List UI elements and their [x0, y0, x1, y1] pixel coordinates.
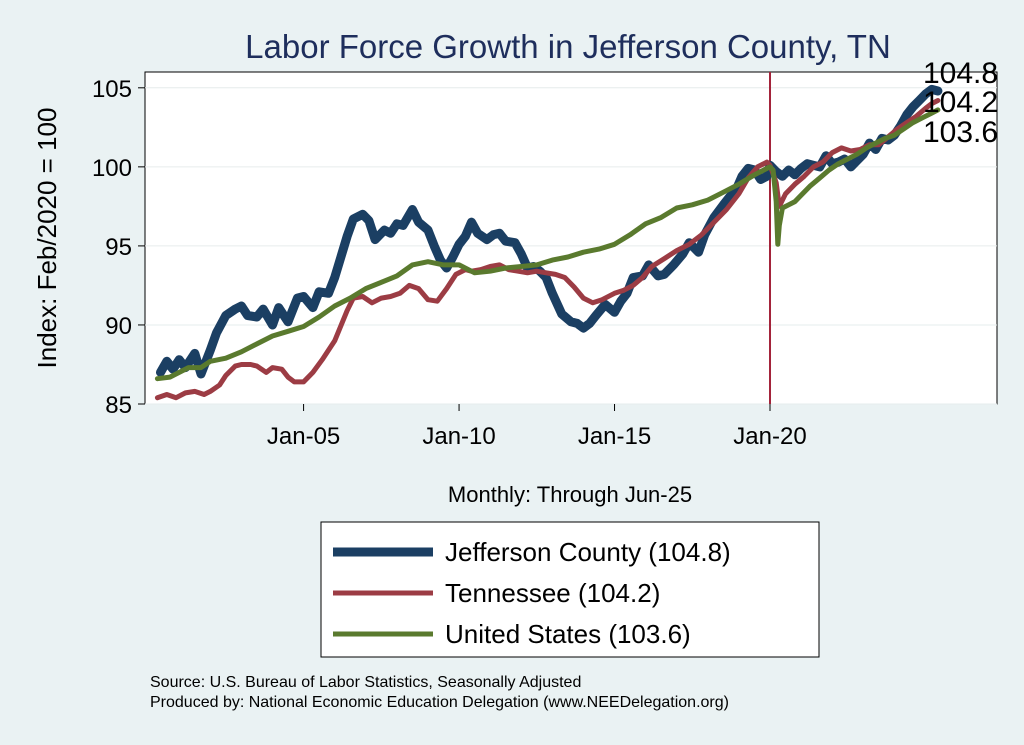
- series-line-tennessee: [154, 98, 941, 401]
- y-tick-label: 105: [92, 76, 132, 103]
- end-label-jefferson-county: 104.8: [923, 57, 998, 90]
- end-label-tennessee: 104.2: [923, 86, 998, 119]
- x-tick-label: Jan-20: [733, 423, 806, 450]
- plot-area: [144, 71, 998, 405]
- legend-label: United States (103.6): [445, 619, 691, 649]
- y-axis: 85 90 95 100 105: [92, 76, 145, 419]
- series-group: [154, 84, 943, 401]
- y-axis-label: Index: Feb/2020 = 100: [32, 108, 62, 369]
- end-label-united-states: 103.6: [923, 116, 998, 149]
- source-note: Source: U.S. Bureau of Labor Statistics,…: [150, 674, 581, 691]
- x-tick-label: Jan-05: [267, 423, 340, 450]
- y-tick-label: 90: [105, 313, 132, 340]
- produced-note: Produced by: National Economic Education…: [150, 694, 729, 711]
- legend-label: Jefferson County (104.8): [445, 537, 731, 567]
- x-axis: Jan-05 Jan-10 Jan-15 Jan-20: [267, 404, 807, 450]
- series-line-united-states: [154, 107, 941, 382]
- legend-label: Tennessee (104.2): [445, 578, 660, 608]
- y-tick-label: 95: [105, 234, 132, 261]
- y-tick-label: 100: [92, 155, 132, 182]
- x-tick-label: Jan-15: [578, 423, 651, 450]
- y-tick-label: 85: [105, 392, 132, 419]
- legend: Jefferson County (104.8) Tennessee (104.2…: [320, 521, 820, 658]
- x-tick-label: Jan-10: [422, 423, 495, 450]
- chart-title: Labor Force Growth in Jefferson County, …: [245, 28, 891, 65]
- x-axis-label: Monthly: Through Jun-25: [448, 482, 692, 507]
